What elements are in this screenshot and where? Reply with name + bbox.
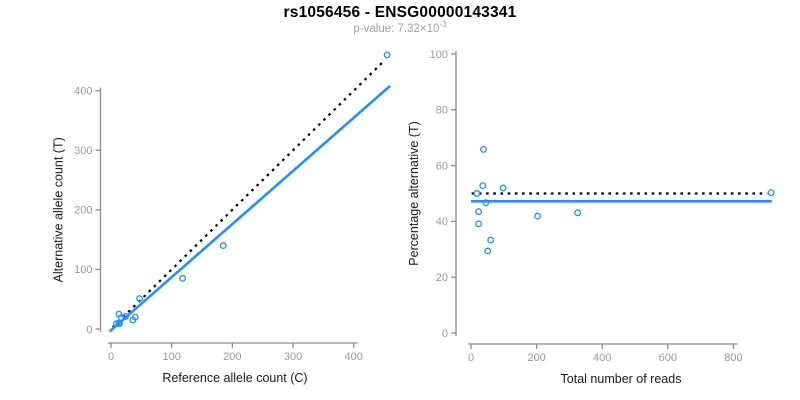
data-point (767, 189, 775, 197)
fit-line (108, 84, 391, 333)
data-point (574, 209, 582, 217)
multiply-symbol: × (419, 23, 427, 35)
y-tick-label: 80 (436, 105, 448, 117)
data-point (122, 313, 130, 320)
data-point (479, 182, 487, 190)
left-plot-panel: 0 100 200 300 400 0 100 200 300 400 Reference alle… (52, 51, 391, 385)
y-tick-label: 20 (436, 272, 448, 284)
y-tick-label: 100 (430, 49, 448, 61)
data-point (473, 190, 481, 197)
x-tick-label: 400 (593, 352, 611, 364)
data-point (383, 51, 391, 59)
data-point (116, 320, 123, 328)
right-x-axis-title: Total number of reads (561, 372, 682, 386)
right-plot-panel: 0 20 40 60 80 100 0 200 400 600 800 Total number of… (407, 49, 775, 386)
pvalue-mantissa: 7.32 (397, 23, 420, 35)
y-tick-label: 0 (86, 324, 92, 336)
y-tick-label: 300 (74, 145, 92, 157)
x-tick-label: 300 (284, 351, 302, 363)
data-point (499, 184, 507, 192)
x-tick-label: 0 (468, 352, 474, 364)
y-tick-label: 200 (74, 205, 92, 217)
data-point (480, 145, 487, 153)
data-point (475, 208, 482, 216)
data-point (482, 199, 490, 207)
x-tick-label: 200 (223, 351, 241, 363)
data-point (487, 236, 495, 244)
pvalue-exponent: -3 (439, 20, 447, 30)
y-tick-label: 40 (436, 216, 448, 228)
x-tick-label: 100 (163, 351, 181, 363)
data-point (534, 212, 542, 220)
data-point (136, 295, 143, 303)
figure-header: rs1056456 - ENSG00000143341 p-value: 7.3… (0, 3, 800, 36)
y-tick-label: 100 (74, 264, 92, 276)
right-y-axis-title: Percentage alternative (T) (407, 121, 421, 266)
y-tick-label: 400 (74, 85, 92, 97)
x-tick-label: 800 (724, 352, 742, 364)
pvalue-label: p-value: (353, 23, 398, 35)
left-y-axis-title: Alternative allele count (T) (52, 137, 66, 282)
figure-title: rs1056456 - ENSG00000143341 (283, 4, 517, 21)
y-tick-label: 0 (442, 328, 448, 340)
data-point (179, 274, 187, 282)
x-tick-label: 0 (108, 351, 114, 363)
pvalue-subtitle: p-value: 7.32×10-3 (0, 20, 800, 36)
data-point (117, 314, 125, 322)
x-tick-label: 400 (345, 351, 363, 363)
data-point (131, 313, 139, 321)
left-x-axis-title: Reference allele count (C) (162, 371, 307, 385)
identity-line (112, 59, 386, 328)
data-point (484, 247, 492, 255)
x-tick-label: 600 (659, 352, 677, 364)
pvalue-base: 10 (426, 23, 440, 35)
data-point (219, 242, 227, 250)
y-tick-label: 60 (436, 160, 448, 172)
data-point (475, 220, 482, 228)
x-tick-label: 200 (527, 352, 545, 364)
